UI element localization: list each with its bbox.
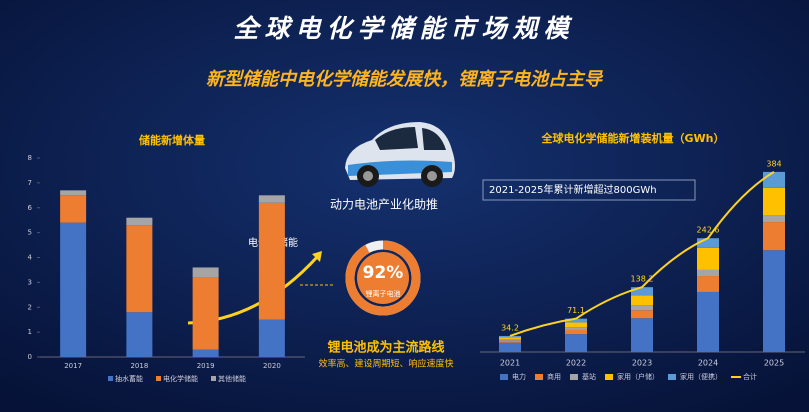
x-tick-label: 2020	[263, 362, 281, 370]
bar-segment	[697, 276, 719, 292]
bar-segment	[565, 334, 587, 352]
legend-swatch	[211, 376, 216, 381]
x-tick-label: 2024	[698, 359, 718, 368]
chart-title: 储能新增体量	[139, 133, 205, 147]
bar-segment	[258, 319, 285, 357]
x-tick-label: 2023	[632, 359, 652, 368]
donut-center	[357, 252, 409, 304]
x-tick-label: 2019	[197, 362, 215, 370]
bar-segment	[60, 190, 87, 196]
bar-segment	[763, 250, 785, 352]
x-tick-label: 2025	[764, 359, 784, 368]
bar-segment	[631, 287, 653, 296]
legend-swatch	[500, 374, 508, 380]
bar-segment	[499, 342, 521, 352]
legend-label: 其他储能	[218, 374, 246, 383]
bar-segment	[763, 171, 785, 188]
bar-segment	[763, 222, 785, 251]
y-tick-label: 7	[28, 179, 32, 187]
legend-swatch	[570, 374, 578, 380]
y-tick-label: 0	[28, 353, 32, 361]
bar-segment	[631, 295, 653, 306]
note: 2021-2025年累计新增超过800GWh	[489, 183, 657, 196]
title: 全球电化学储能市场规模	[233, 14, 574, 43]
bar-segment	[126, 217, 153, 226]
bar-segment	[60, 195, 87, 223]
bar-segment	[631, 318, 653, 352]
share-label: 92%	[363, 263, 404, 283]
bar-segment	[565, 318, 587, 323]
donut-arc	[345, 240, 421, 316]
legend-label: 电力	[512, 372, 526, 381]
y-tick-label: 5	[28, 229, 32, 237]
legend-label: 合计	[743, 372, 757, 381]
bar-segment	[763, 215, 785, 223]
bar-segment	[499, 339, 521, 341]
x-tick-label: 2022	[566, 359, 586, 368]
bar-segment	[631, 305, 653, 311]
subtitle: 新型储能中电化学储能发展快，锂离子电池占主导	[206, 69, 604, 90]
bar-segment	[258, 195, 285, 203]
legend-swatch	[668, 374, 676, 380]
y-tick-label: 3	[28, 278, 32, 286]
legend-swatch	[535, 374, 543, 380]
bar-segment	[126, 225, 153, 313]
bar-segment	[565, 327, 587, 330]
bar-segment	[565, 329, 587, 335]
y-tick-label: 1	[28, 328, 32, 336]
bar-segment	[258, 202, 285, 320]
legend-label: 家用（便携）	[680, 372, 722, 381]
bar-segment	[126, 312, 153, 357]
bar-segment	[697, 269, 719, 277]
legend-label: 基站	[582, 372, 596, 381]
y-tick-label: 8	[28, 154, 32, 162]
bar-segment	[499, 337, 521, 340]
caption: 动力电池产业化助推	[330, 198, 438, 212]
note-box	[482, 179, 696, 201]
bar-segment	[60, 222, 87, 357]
legend-label: 电化学储能	[163, 374, 198, 383]
data-label: 384	[766, 159, 781, 168]
bar-segment	[631, 310, 653, 319]
legend-label: 家用（户储）	[617, 372, 659, 381]
car-illustration	[345, 122, 455, 187]
data-label: 138.2	[631, 275, 654, 284]
bar-segment	[565, 322, 587, 328]
reasons: 效率高、建设周期短、响应速度快	[318, 358, 453, 370]
data-label: 242.6	[697, 226, 720, 235]
conclusion: 锂电池成为主流路线	[327, 340, 444, 356]
line-series	[509, 171, 775, 337]
y-tick-label: 2	[28, 303, 32, 311]
data-label: 34.2	[501, 323, 519, 332]
x-tick-label: 2017	[64, 362, 82, 370]
bar-segment	[697, 291, 719, 352]
legend-label: 抽水蓄能	[115, 374, 143, 383]
share-name: 锂离子电池	[366, 289, 401, 298]
legend-swatch	[605, 374, 613, 380]
bar-segment	[192, 267, 219, 278]
bar-segment	[763, 187, 785, 216]
chart-title: 全球电化学储能新增装机量（GWh）	[541, 131, 725, 145]
y-tick-label: 6	[28, 204, 33, 212]
bar-segment	[192, 277, 219, 350]
data-label: 71.1	[567, 306, 585, 315]
bar-segment	[697, 247, 719, 270]
bar-segment	[192, 349, 219, 357]
arrow-head	[312, 251, 322, 262]
y-tick-label: 4	[28, 254, 33, 262]
legend-swatch	[156, 376, 161, 381]
x-tick-label: 2018	[130, 362, 148, 370]
bar-segment	[499, 335, 521, 338]
bar-segment	[697, 238, 719, 248]
legend-label: 商用	[547, 372, 561, 381]
bar-segment	[499, 340, 521, 343]
legend-swatch	[108, 376, 113, 381]
x-tick-label: 2021	[500, 359, 520, 368]
